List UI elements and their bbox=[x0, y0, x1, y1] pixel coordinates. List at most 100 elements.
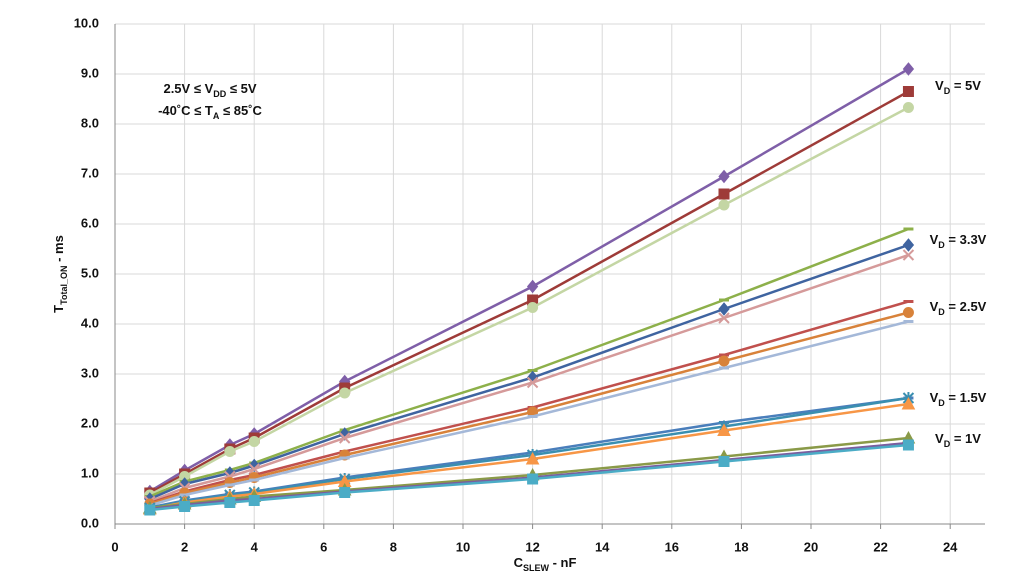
annotation-part: A bbox=[213, 111, 220, 121]
x-axis-label: CSLEW - nF bbox=[514, 555, 577, 573]
annotation-part: ≤ 5V bbox=[226, 81, 257, 96]
marker bbox=[718, 188, 730, 200]
series-line bbox=[149, 90, 910, 495]
marker bbox=[144, 504, 156, 516]
marker bbox=[718, 456, 730, 467]
x-tick-label: 18 bbox=[734, 539, 748, 554]
x-tick-label: 4 bbox=[251, 539, 259, 554]
marker bbox=[224, 446, 236, 457]
annotation-part: = 1V bbox=[950, 431, 981, 446]
annotation-part: D bbox=[944, 439, 951, 449]
annotation-part: V bbox=[935, 78, 944, 93]
x-tick-label: 2 bbox=[181, 539, 188, 554]
marker bbox=[339, 487, 351, 498]
annotation: VD = 1.5V bbox=[930, 390, 987, 408]
y-tick-label: 4.0 bbox=[81, 315, 99, 330]
x-tick-label: 14 bbox=[595, 539, 610, 554]
x-tick-label: 22 bbox=[873, 539, 887, 554]
series-line bbox=[149, 243, 909, 501]
annotation-part: V bbox=[930, 299, 939, 314]
marker bbox=[902, 62, 915, 76]
annotation-part: D bbox=[938, 240, 945, 250]
x-tick-label: 12 bbox=[525, 539, 539, 554]
marker bbox=[718, 199, 730, 211]
y-tick-label: 6.0 bbox=[81, 215, 99, 230]
marker bbox=[339, 387, 351, 399]
marker bbox=[718, 169, 730, 184]
x-tick-label: 6 bbox=[320, 539, 327, 554]
marker bbox=[224, 497, 236, 508]
annotation-part: 2.5V ≤ V bbox=[163, 81, 213, 96]
annotation-part: DD bbox=[213, 89, 226, 99]
series-line bbox=[149, 443, 909, 512]
marker bbox=[526, 376, 539, 389]
x-axis-label-part: SLEW bbox=[523, 563, 550, 573]
y-axis-label-part: Total_ON bbox=[59, 266, 69, 305]
x-axis-label-part: - nF bbox=[549, 555, 576, 570]
marker bbox=[902, 307, 914, 318]
marker bbox=[718, 302, 730, 316]
x-axis-label-part: C bbox=[514, 555, 524, 570]
marker bbox=[338, 432, 351, 444]
series-line bbox=[149, 300, 909, 505]
marker bbox=[718, 355, 730, 367]
y-tick-label: 8.0 bbox=[81, 115, 99, 130]
x-tick-label: 0 bbox=[111, 539, 118, 554]
marker bbox=[902, 86, 914, 97]
marker bbox=[902, 102, 914, 113]
annotation: -40˚C ≤ TA ≤ 85˚C bbox=[158, 103, 262, 121]
annotation-part: = 5V bbox=[950, 78, 981, 93]
marker bbox=[248, 463, 260, 475]
marker bbox=[717, 423, 731, 436]
x-tick-label: 8 bbox=[390, 539, 397, 554]
annotation: VD = 1V bbox=[935, 431, 981, 449]
annotation-part: V bbox=[930, 390, 939, 405]
y-axis-label-part: - ms bbox=[51, 235, 66, 265]
marker bbox=[526, 279, 539, 294]
y-tick-label: 2.0 bbox=[81, 415, 99, 430]
series-line bbox=[149, 67, 910, 493]
annotation-part: = 3.3V bbox=[945, 232, 987, 247]
annotation: 2.5V ≤ VDD ≤ 5V bbox=[163, 81, 256, 99]
x-tick-label: 20 bbox=[804, 539, 818, 554]
series-line bbox=[149, 227, 909, 498]
x-tick-label: 16 bbox=[665, 539, 679, 554]
annotation: VD = 3.3V bbox=[930, 232, 987, 250]
x-tick-label: 10 bbox=[456, 539, 470, 554]
y-tick-label: 5.0 bbox=[81, 265, 99, 280]
series-line bbox=[149, 320, 909, 507]
y-axis-label-part: T bbox=[51, 305, 66, 313]
annotation-part: = 2.5V bbox=[945, 299, 987, 314]
marker bbox=[902, 238, 915, 252]
y-tick-label: 10.0 bbox=[74, 15, 99, 30]
annotation-part: = 1.5V bbox=[945, 390, 987, 405]
marker bbox=[179, 501, 191, 512]
y-tick-label: 1.0 bbox=[81, 465, 99, 480]
marker bbox=[718, 312, 730, 324]
marker bbox=[901, 396, 916, 410]
annotation-part: D bbox=[944, 86, 951, 96]
marker bbox=[525, 451, 540, 465]
marker bbox=[248, 495, 260, 506]
marker bbox=[902, 249, 915, 261]
annotation: VD = 2.5V bbox=[930, 299, 987, 317]
y-tick-label: 0.0 bbox=[81, 515, 99, 530]
series-line bbox=[149, 402, 909, 511]
annotation-part: D bbox=[938, 398, 945, 408]
marker bbox=[902, 439, 914, 451]
annotation-part: D bbox=[938, 307, 945, 317]
series-line bbox=[149, 106, 910, 497]
y-axis-label: TTotal_ON - ms bbox=[51, 235, 69, 313]
annotation-part: ≤ 85˚C bbox=[219, 103, 262, 118]
marker bbox=[527, 473, 539, 485]
y-tick-label: 7.0 bbox=[81, 165, 99, 180]
marker bbox=[527, 302, 539, 313]
y-tick-label: 9.0 bbox=[81, 65, 99, 80]
x-tick-label: 24 bbox=[943, 539, 958, 554]
annotation-part: V bbox=[935, 431, 944, 446]
series-line bbox=[149, 311, 909, 506]
series-line bbox=[149, 253, 909, 503]
annotation-part: V bbox=[930, 232, 939, 247]
y-tick-label: 3.0 bbox=[81, 365, 99, 380]
